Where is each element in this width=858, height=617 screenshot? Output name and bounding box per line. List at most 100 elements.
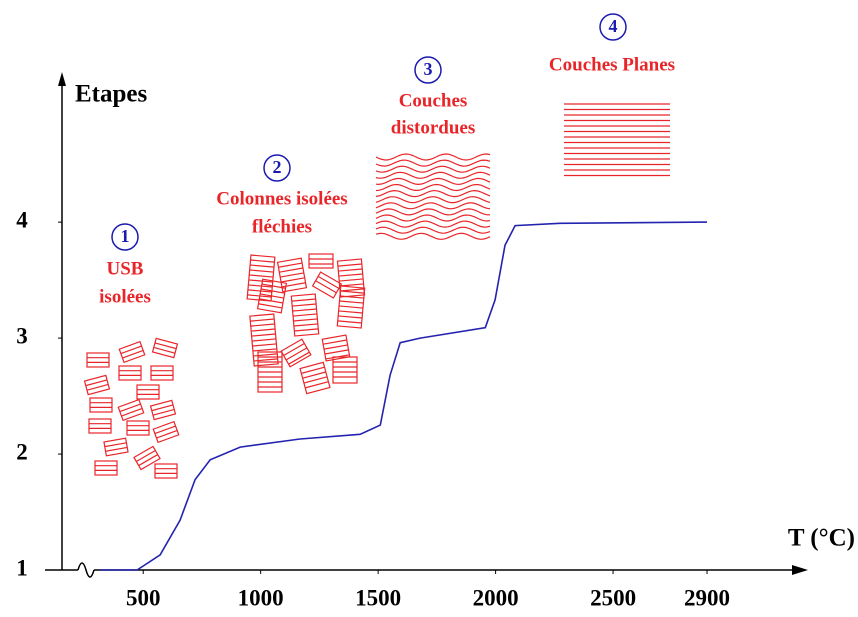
step-label: Couches <box>399 90 468 111</box>
x-tick-label: 1000 <box>238 585 284 610</box>
block-outline <box>308 253 334 269</box>
step-label: fléchies <box>252 216 312 237</box>
block-layer <box>292 303 317 307</box>
step-circle <box>111 223 139 251</box>
block-layer <box>259 298 284 304</box>
illustrations <box>83 103 670 479</box>
column-unit <box>332 356 358 384</box>
block-layer <box>294 328 319 332</box>
block-outline <box>86 352 110 368</box>
usb-unit <box>118 365 142 381</box>
block-layer <box>261 283 286 289</box>
x-tick-label: 2900 <box>684 585 730 610</box>
column-unit <box>336 258 366 298</box>
block-layer <box>138 454 159 467</box>
y-tick-label: 2 <box>16 439 28 464</box>
block-layer <box>154 425 176 435</box>
block-layer <box>248 279 273 283</box>
column-unit <box>276 257 308 293</box>
block-outline <box>103 437 129 457</box>
step-label: distordues <box>391 117 475 138</box>
usb-unit <box>151 337 179 359</box>
block-layer <box>283 343 305 357</box>
block-layer <box>251 338 277 342</box>
block-layer <box>250 323 275 327</box>
block-outline <box>152 420 180 444</box>
block-layer <box>280 277 305 283</box>
x-axis-arrow <box>792 565 808 575</box>
block-outline <box>154 463 178 479</box>
block-layer <box>258 303 283 309</box>
usb-unit <box>117 398 145 422</box>
step-number: 4 <box>609 16 618 36</box>
usb-unit <box>136 384 160 400</box>
column-unit <box>308 253 334 269</box>
block-layer <box>250 259 275 263</box>
step-label: USB <box>107 258 144 279</box>
block-layer <box>153 346 176 354</box>
usb-unit <box>150 365 174 381</box>
usb-unit <box>126 420 150 436</box>
x-axis-label: T (°C) <box>788 525 855 552</box>
block-layer <box>338 315 363 319</box>
block-outline <box>311 271 343 299</box>
column-unit <box>299 361 331 395</box>
block-layer <box>292 313 318 317</box>
usb-unit <box>118 340 146 364</box>
usb-unit <box>83 374 111 396</box>
usb-unit <box>154 463 178 479</box>
column-unit <box>257 351 283 393</box>
distorted-layer <box>375 153 491 161</box>
block-outline <box>336 258 366 298</box>
usb-unit <box>86 352 110 368</box>
distorted-layer <box>375 189 491 198</box>
axis-break <box>77 562 95 578</box>
block-outline <box>280 338 312 368</box>
step-number: 3 <box>424 59 433 79</box>
block-outline <box>149 399 177 421</box>
block-layer <box>338 268 363 272</box>
block-layer <box>251 328 276 332</box>
block-outline <box>88 418 112 434</box>
distorted-layer <box>375 183 491 192</box>
block-layer <box>105 446 128 452</box>
step-circle <box>599 13 627 41</box>
y-tick-label: 4 <box>16 207 28 232</box>
column-unit <box>280 338 312 368</box>
y-axis-label: Etapes <box>75 81 148 108</box>
x-tick-label: 2000 <box>473 585 519 610</box>
column-unit <box>256 278 288 314</box>
block-layer <box>339 278 364 282</box>
distorted-layer <box>375 202 491 210</box>
usb-unit <box>88 418 112 434</box>
x-tick-label: 1500 <box>355 585 401 610</box>
block-outline <box>299 361 331 395</box>
block-outline <box>290 293 320 337</box>
block-layer <box>85 379 108 387</box>
block-layer <box>278 262 303 268</box>
block-layer <box>292 308 317 312</box>
y-axis-arrow <box>58 72 66 86</box>
distorted-layer <box>375 214 491 222</box>
column-unit <box>249 313 279 367</box>
block-layer <box>302 371 326 379</box>
column-unit <box>336 285 366 329</box>
block-layer <box>260 293 284 299</box>
block-layer <box>252 343 277 347</box>
step-number: 1 <box>121 226 130 246</box>
block-layer <box>337 320 362 324</box>
block-layer <box>338 273 363 277</box>
block-outline <box>118 365 142 381</box>
step-number: 2 <box>273 157 282 177</box>
block-layer <box>122 349 144 359</box>
block-layer <box>121 407 143 417</box>
block-outline <box>321 334 351 362</box>
block-layer <box>253 353 278 357</box>
block-layer <box>293 318 318 322</box>
distorted-layer <box>375 226 491 234</box>
block-layer <box>339 295 364 299</box>
distorted-layer <box>375 159 491 167</box>
block-layer <box>248 284 273 288</box>
block-layer <box>250 318 275 322</box>
block-layer <box>279 267 304 273</box>
